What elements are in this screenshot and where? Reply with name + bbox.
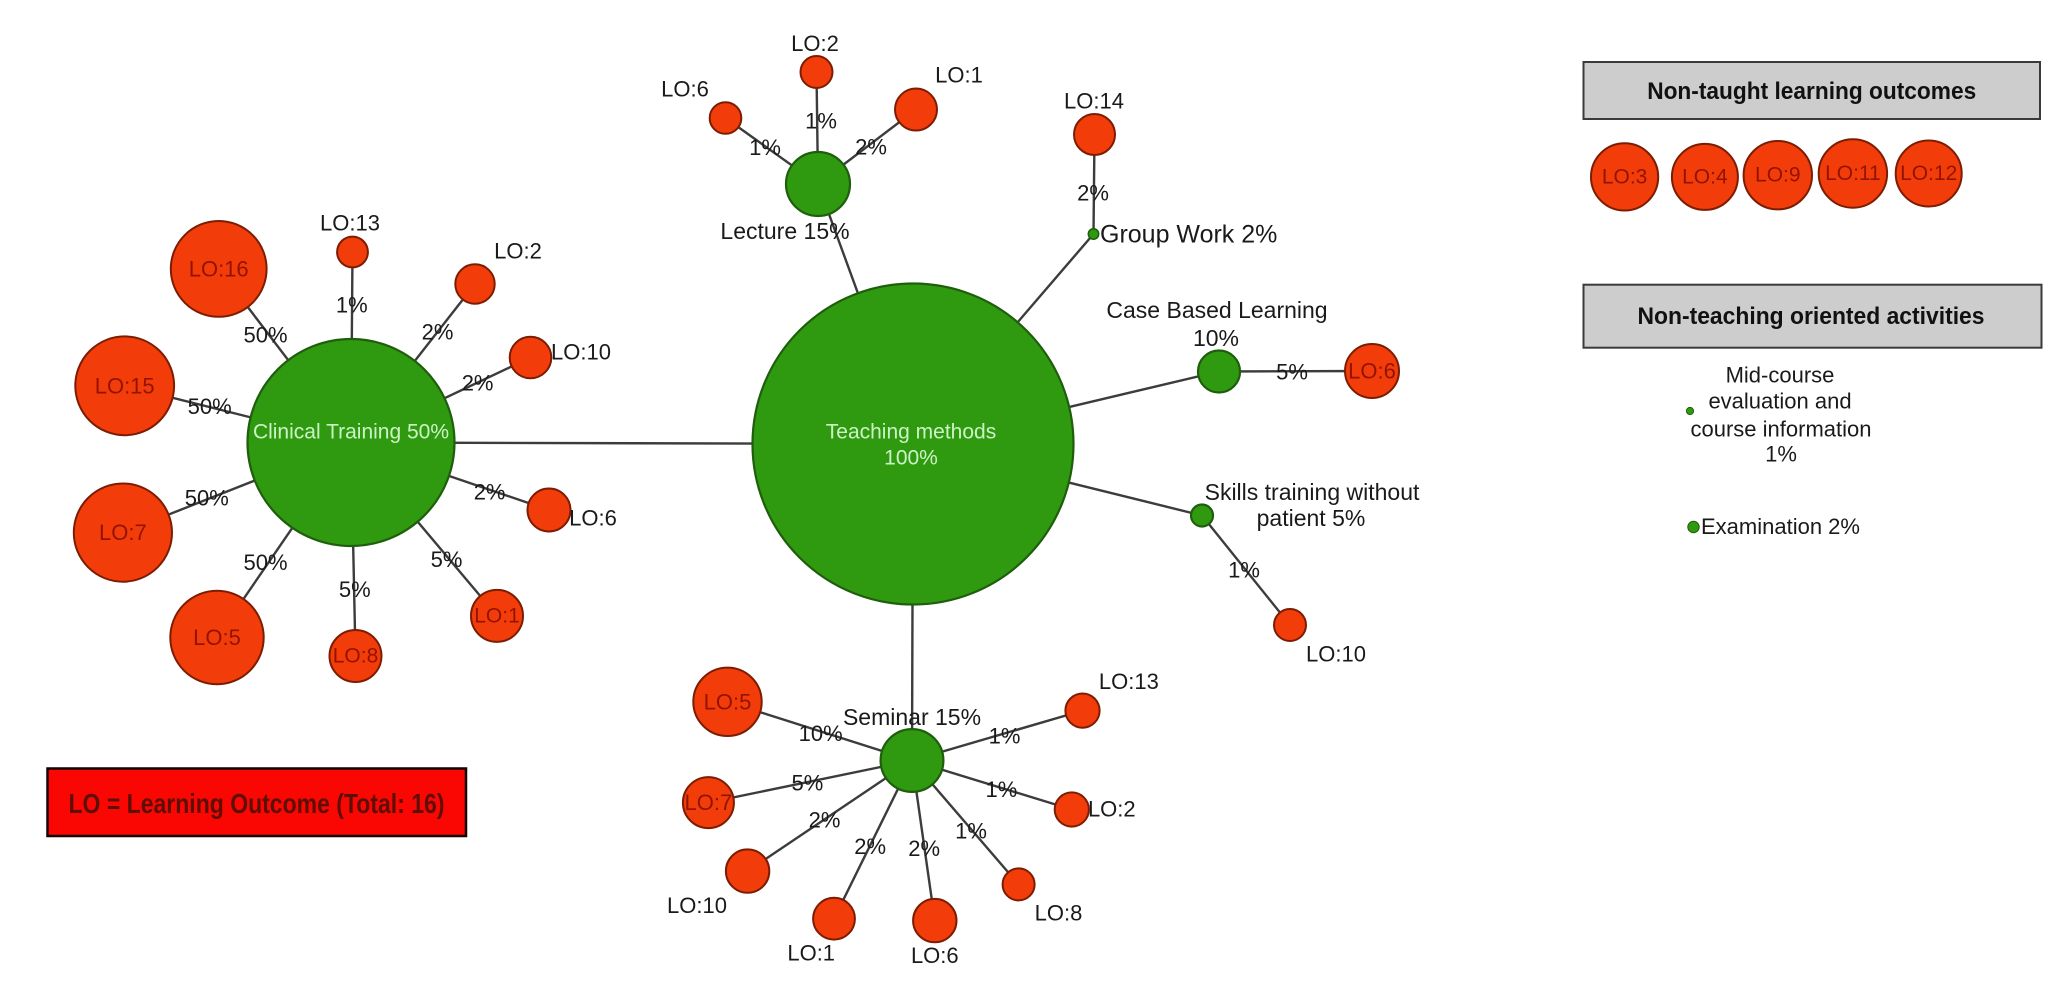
svg-text:Clinical Training 50%: Clinical Training 50% (253, 421, 449, 444)
svg-text:LO:1: LO:1 (787, 940, 835, 965)
svg-text:2%: 2% (1077, 181, 1109, 206)
svg-text:LO:10: LO:10 (1306, 642, 1366, 667)
svg-text:1%: 1% (805, 109, 837, 134)
svg-text:2%: 2% (474, 479, 506, 504)
svg-text:5%: 5% (431, 547, 463, 572)
svg-text:LO:16: LO:16 (189, 256, 249, 281)
svg-text:LO:12: LO:12 (1900, 162, 1957, 185)
svg-text:2%: 2% (809, 807, 841, 832)
svg-text:1%: 1% (1765, 442, 1797, 467)
svg-text:LO:5: LO:5 (193, 625, 241, 650)
svg-text:10%: 10% (1193, 325, 1239, 351)
svg-text:course information: course information (1691, 417, 1872, 442)
svg-text:LO:1: LO:1 (935, 63, 983, 88)
svg-text:LO = Learning Outcome (Total:: LO = Learning Outcome (Total: 16) (69, 788, 445, 819)
svg-text:2%: 2% (422, 319, 454, 344)
svg-text:1%: 1% (955, 819, 987, 844)
svg-text:LO:13: LO:13 (1099, 669, 1159, 694)
svg-text:1%: 1% (989, 724, 1021, 749)
svg-text:50%: 50% (243, 550, 287, 575)
svg-text:LO:11: LO:11 (1825, 162, 1881, 185)
svg-text:Non-taught learning outcomes: Non-taught learning outcomes (1647, 78, 1976, 105)
svg-text:LO:6: LO:6 (911, 943, 959, 968)
svg-text:LO:9: LO:9 (1755, 164, 1801, 187)
svg-text:LO:6: LO:6 (569, 506, 617, 531)
svg-text:1%: 1% (986, 777, 1018, 802)
svg-text:Lecture 15%: Lecture 15% (720, 218, 849, 244)
svg-text:2%: 2% (462, 370, 494, 395)
svg-text:Case Based Learning: Case Based Learning (1106, 297, 1327, 323)
svg-text:LO:10: LO:10 (551, 340, 611, 365)
svg-text:Examination 2%: Examination 2% (1701, 514, 1860, 539)
svg-text:LO:5: LO:5 (704, 689, 752, 714)
svg-text:Non-teaching oriented activiti: Non-teaching oriented activities (1638, 303, 1985, 330)
svg-text:LO:8: LO:8 (333, 645, 379, 668)
svg-text:LO:8: LO:8 (1035, 901, 1083, 926)
svg-text:1%: 1% (1228, 558, 1260, 583)
svg-text:LO:2: LO:2 (791, 31, 839, 56)
svg-text:100%: 100% (884, 447, 938, 470)
svg-text:Seminar 15%: Seminar 15% (843, 704, 981, 730)
svg-text:50%: 50% (188, 394, 232, 419)
svg-text:2%: 2% (908, 836, 940, 861)
svg-text:LO:6: LO:6 (1348, 359, 1396, 384)
svg-text:Group Work 2%: Group Work 2% (1100, 221, 1277, 249)
svg-text:2%: 2% (855, 135, 887, 160)
svg-text:LO:2: LO:2 (494, 239, 542, 264)
svg-text:1%: 1% (749, 135, 781, 160)
svg-text:LO:2: LO:2 (1088, 797, 1136, 822)
svg-text:5%: 5% (1276, 360, 1308, 385)
svg-text:Teaching methods: Teaching methods (826, 421, 996, 444)
svg-text:patient 5%: patient 5% (1257, 505, 1366, 531)
svg-text:LO:7: LO:7 (99, 520, 147, 545)
svg-text:LO:15: LO:15 (95, 373, 155, 398)
svg-text:50%: 50% (185, 485, 229, 510)
svg-text:evaluation and: evaluation and (1708, 389, 1851, 414)
svg-text:10%: 10% (799, 721, 843, 746)
svg-text:LO:10: LO:10 (667, 893, 727, 918)
svg-text:LO:1: LO:1 (474, 604, 520, 627)
svg-text:50%: 50% (243, 322, 287, 347)
svg-text:Mid-course: Mid-course (1726, 363, 1835, 388)
svg-text:5%: 5% (792, 770, 824, 795)
svg-text:Skills training without: Skills training without (1205, 479, 1420, 505)
svg-text:LO:6: LO:6 (661, 77, 709, 102)
svg-text:1%: 1% (336, 292, 368, 317)
svg-text:LO:14: LO:14 (1064, 89, 1124, 114)
svg-text:LO:3: LO:3 (1602, 165, 1648, 188)
svg-text:LO:7: LO:7 (685, 790, 733, 815)
svg-text:5%: 5% (339, 577, 371, 602)
svg-text:2%: 2% (854, 834, 886, 859)
svg-text:LO:4: LO:4 (1682, 165, 1728, 188)
svg-text:LO:13: LO:13 (320, 211, 380, 236)
